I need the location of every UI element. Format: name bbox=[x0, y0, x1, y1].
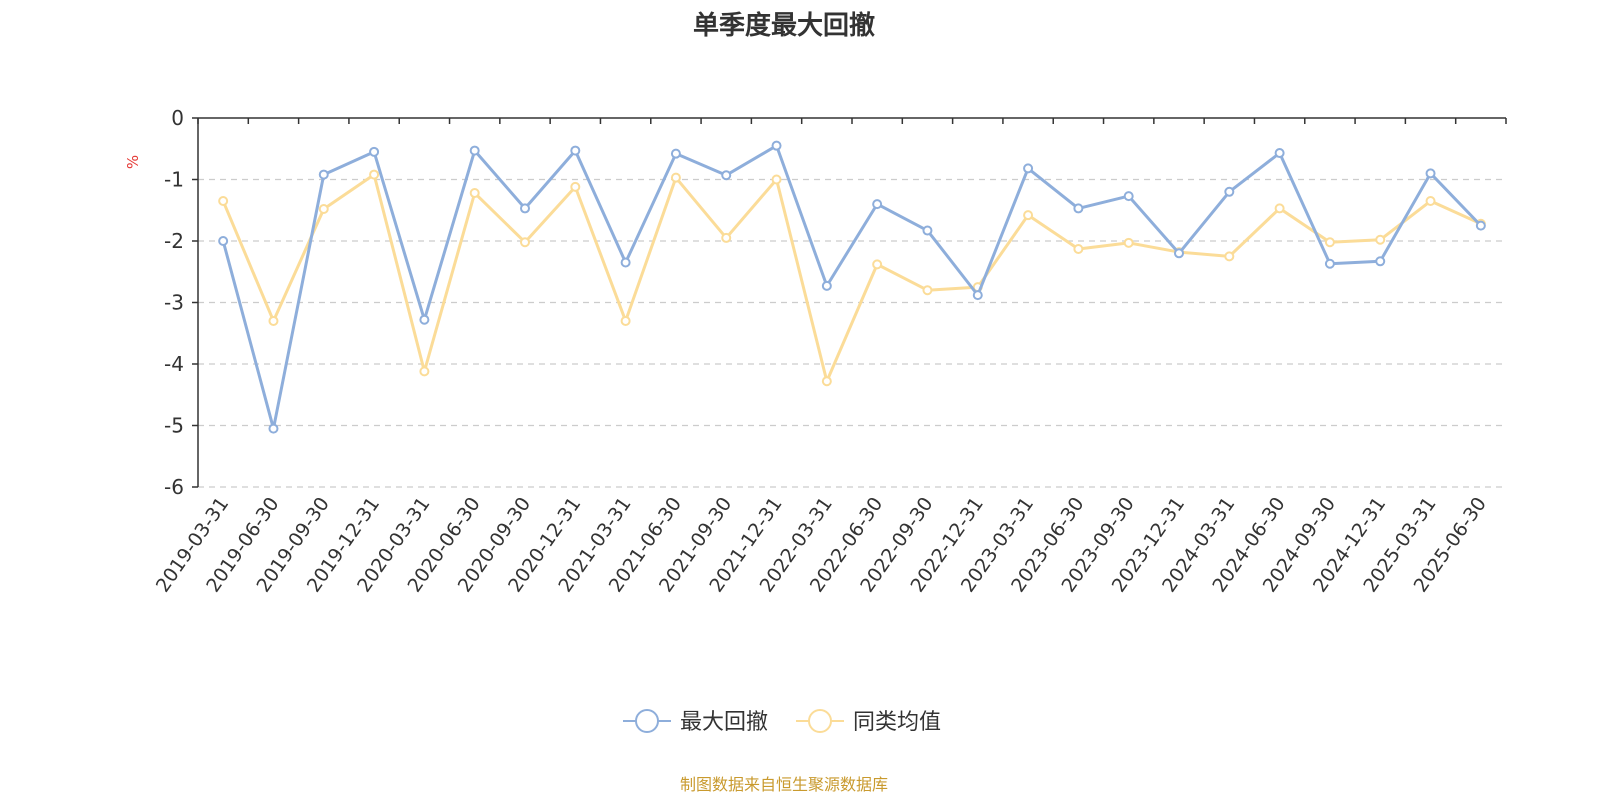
data-point-2 bbox=[1425, 196, 1436, 207]
data-point-1 bbox=[1023, 163, 1034, 174]
y-tick-label: 0 bbox=[171, 106, 184, 130]
data-point-1 bbox=[268, 423, 279, 434]
data-point-2 bbox=[419, 366, 430, 377]
data-point-2 bbox=[1023, 210, 1034, 221]
y-tick-label: -2 bbox=[164, 229, 184, 253]
data-point-1 bbox=[1425, 168, 1436, 179]
y-tick-label: -6 bbox=[164, 475, 184, 499]
data-point-1 bbox=[218, 236, 229, 246]
y-tick-label: -5 bbox=[164, 414, 184, 438]
data-point-2 bbox=[670, 172, 681, 183]
data-point-1 bbox=[972, 290, 983, 301]
legend-item-1[interactable]: 最大回撤 bbox=[623, 709, 768, 735]
data-point-1 bbox=[1073, 203, 1084, 214]
data-point-2 bbox=[318, 204, 329, 215]
data-point-1 bbox=[318, 169, 329, 180]
data-point-2 bbox=[1274, 203, 1285, 214]
chart-title: 单季度最大回撤 bbox=[693, 10, 875, 41]
legend-item-2[interactable]: 同类均值 bbox=[796, 709, 941, 735]
data-point-2 bbox=[872, 259, 883, 270]
data-point-1 bbox=[1324, 258, 1335, 269]
grid-lines bbox=[198, 178, 1506, 488]
data-point-2 bbox=[218, 196, 229, 207]
y-axis-unit: % bbox=[124, 155, 142, 169]
series-line-2 bbox=[221, 173, 1482, 383]
data-point-1 bbox=[872, 199, 883, 210]
y-tick-label: -4 bbox=[164, 352, 184, 376]
data-point-1 bbox=[419, 314, 430, 325]
legend[interactable]: 最大回撤 同类均值 bbox=[623, 709, 941, 735]
legend-label: 最大回撤 bbox=[680, 710, 768, 735]
data-point-2 bbox=[620, 315, 631, 326]
data-point-2 bbox=[1375, 234, 1386, 245]
y-tick-labels: 0 -1 -2 -3 -4 -5 -6 bbox=[164, 106, 184, 499]
source-note: 制图数据来自恒生聚源数据库 bbox=[680, 775, 888, 794]
legend-label: 同类均值 bbox=[853, 710, 941, 735]
data-point-1 bbox=[570, 145, 581, 156]
data-point-1 bbox=[1224, 186, 1235, 197]
data-point-1 bbox=[1475, 220, 1486, 231]
data-point-1 bbox=[620, 257, 631, 268]
data-point-2 bbox=[570, 181, 581, 192]
data-point-2 bbox=[922, 285, 933, 296]
data-point-2 bbox=[821, 376, 832, 387]
data-point-2 bbox=[1224, 251, 1235, 262]
data-point-1 bbox=[1174, 248, 1184, 259]
data-point-1 bbox=[1375, 256, 1386, 267]
data-point-2 bbox=[520, 237, 530, 248]
data-point-2 bbox=[721, 232, 732, 243]
y-tick-label: -3 bbox=[164, 291, 184, 315]
data-point-2 bbox=[268, 315, 279, 326]
data-point-1 bbox=[369, 146, 380, 157]
data-point-1 bbox=[469, 145, 480, 156]
data-point-2 bbox=[469, 188, 480, 199]
data-point-1 bbox=[1123, 191, 1134, 202]
x-tick-labels: 2019-03-312019-06-302019-09-302019-12-31… bbox=[152, 493, 1491, 596]
data-point-1 bbox=[670, 148, 681, 159]
data-point-2 bbox=[771, 174, 782, 185]
data-point-1 bbox=[721, 170, 732, 181]
data-point-1 bbox=[520, 203, 530, 214]
series-group bbox=[218, 140, 1486, 434]
legend-marker-icon bbox=[808, 709, 832, 733]
data-point-1 bbox=[922, 225, 933, 236]
data-point-2 bbox=[1123, 237, 1134, 248]
data-point-2 bbox=[1324, 237, 1335, 248]
data-point-2 bbox=[369, 169, 380, 180]
axes bbox=[192, 117, 1507, 488]
data-point-1 bbox=[1274, 148, 1285, 159]
legend-marker-icon bbox=[635, 709, 659, 733]
series-line-1 bbox=[221, 144, 1482, 431]
data-point-2 bbox=[1073, 243, 1084, 254]
data-point-1 bbox=[771, 140, 782, 151]
data-point-1 bbox=[821, 280, 832, 291]
y-tick-label: -1 bbox=[164, 168, 184, 192]
